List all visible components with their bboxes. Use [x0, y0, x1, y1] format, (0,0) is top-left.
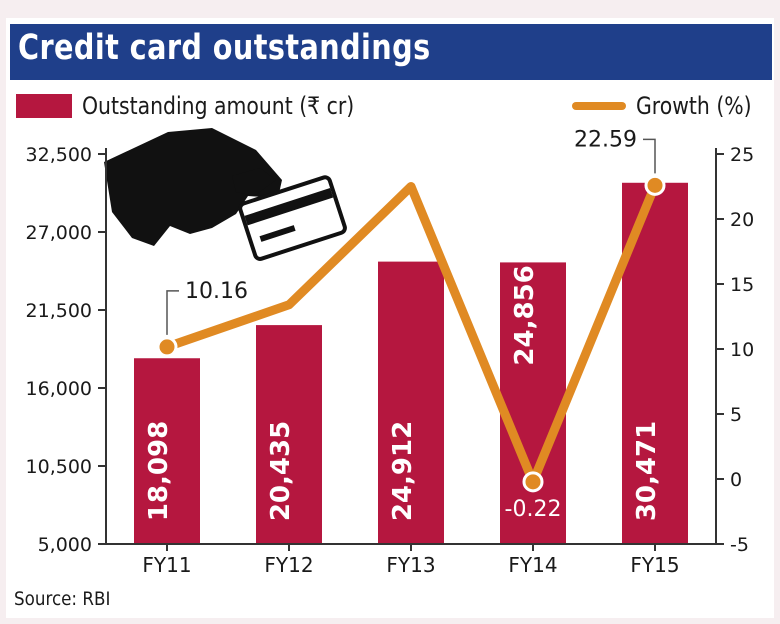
hand-holding-card-icon — [104, 128, 347, 261]
source-note: Source: RBI — [14, 588, 111, 610]
growth-point — [522, 471, 544, 493]
right-tick-label: -5 — [730, 534, 749, 556]
bar-fy13 — [378, 261, 444, 544]
growth-label: -0.22 — [505, 497, 562, 522]
bar-value-label: 18,098 — [144, 421, 174, 521]
bar-fy11 — [134, 358, 200, 544]
left-tick-label: 32,500 — [26, 144, 92, 166]
title-bar — [10, 24, 772, 80]
bar-value-label: 24,912 — [388, 421, 418, 521]
bar-fy12 — [256, 325, 322, 544]
right-tick-label: 15 — [730, 274, 754, 296]
bar-value-label: 24,856 — [510, 265, 540, 365]
x-tick-label-fy15: FY15 — [630, 553, 679, 577]
growth-point — [156, 336, 178, 358]
legend-bar-swatch — [16, 94, 72, 118]
left-tick-label: 16,000 — [26, 378, 92, 400]
bar-value-label: 20,435 — [266, 421, 296, 521]
legend-line-entry: Growth (%) — [572, 92, 772, 120]
x-tick-label-fy14: FY14 — [508, 553, 557, 577]
growth-line — [162, 180, 660, 487]
bar-value-label: 30,471 — [632, 421, 662, 521]
legend-line-label: Growth (%) — [636, 92, 752, 120]
left-tick-label: 10,500 — [26, 456, 92, 478]
growth-point — [644, 174, 666, 196]
right-tick-label: 25 — [730, 144, 754, 166]
right-tick-label: 10 — [730, 339, 754, 361]
right-tick-label: 20 — [730, 209, 754, 231]
left-tick-label: 21,500 — [26, 300, 92, 322]
right-tick-label: 5 — [730, 404, 742, 426]
left-tick-label: 27,000 — [26, 222, 92, 244]
legend-line-swatch — [572, 102, 626, 110]
x-tick-label-fy12: FY12 — [264, 553, 313, 577]
growth-callout — [643, 138, 656, 174]
x-tick-label-fy11: FY11 — [142, 553, 191, 577]
growth-label: 22.59 — [574, 127, 637, 152]
bar-fy14 — [500, 262, 566, 544]
legend-bar-label: Outstanding amount (₹ cr) — [82, 92, 355, 120]
x-tick-label-fy13: FY13 — [386, 553, 435, 577]
growth-callout — [166, 290, 179, 335]
chart-title: Credit card outstandings — [18, 28, 431, 68]
legend-bar-entry: Outstanding amount (₹ cr) — [16, 92, 402, 120]
left-tick-label: 5,000 — [38, 534, 92, 556]
growth-label: 10.16 — [185, 279, 248, 304]
right-tick-label: 0 — [730, 469, 742, 491]
